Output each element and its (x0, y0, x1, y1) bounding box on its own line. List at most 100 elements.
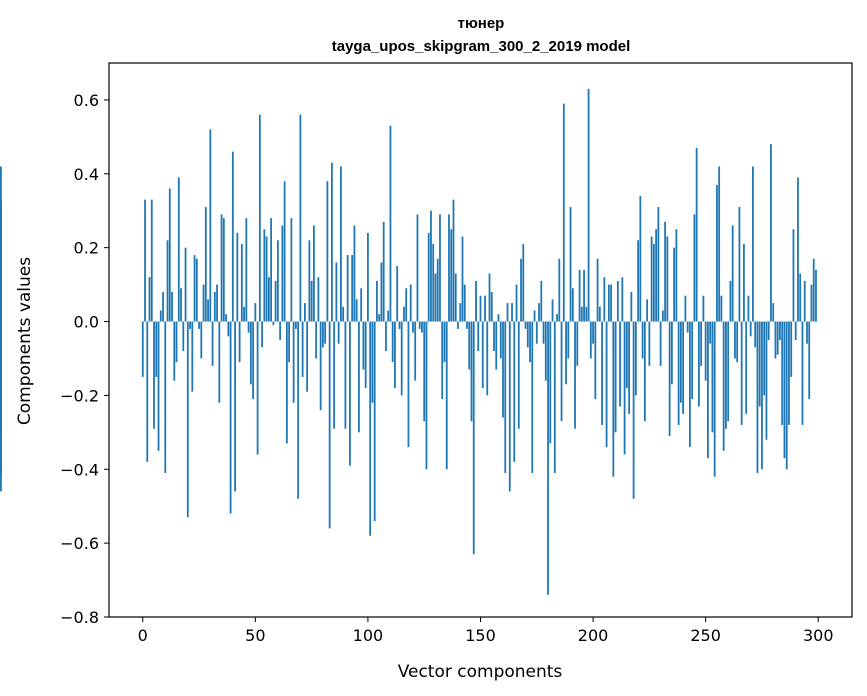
x-tick-label: 150 (465, 626, 496, 645)
bar (569, 207, 572, 322)
bar (493, 321, 495, 352)
bar (360, 288, 363, 322)
bar (398, 321, 401, 329)
bar (549, 321, 552, 444)
bar (182, 321, 185, 352)
bar (673, 247, 676, 322)
bar (504, 321, 507, 473)
bar (312, 225, 315, 322)
bar (0, 269, 2, 322)
bar (702, 295, 705, 322)
bar (648, 321, 651, 366)
bar (776, 321, 779, 355)
bar (481, 321, 484, 389)
bar (770, 144, 772, 322)
bar (222, 218, 225, 322)
bar (745, 321, 748, 414)
bar (675, 229, 678, 322)
bar (285, 321, 288, 444)
bar (463, 284, 466, 322)
bar (524, 321, 527, 329)
bar (810, 284, 813, 322)
bar (605, 321, 608, 448)
bar (299, 114, 302, 322)
bar (661, 310, 664, 322)
bar (641, 321, 644, 359)
bar (213, 291, 216, 322)
bar (387, 310, 390, 322)
bar (195, 258, 198, 322)
bar (340, 166, 342, 322)
bar (207, 299, 209, 322)
y-tick-label: 0.0 (74, 313, 99, 332)
bar (180, 288, 182, 322)
y-tick-label: −0.4 (60, 460, 99, 479)
bar (767, 321, 770, 340)
bar (698, 321, 700, 407)
x-axis-ticks: 0 50 100 150 200 250 300 (138, 617, 834, 645)
y-tick-label: −0.2 (60, 386, 99, 405)
bar (324, 321, 327, 344)
bar (164, 321, 167, 473)
bar (436, 258, 439, 322)
y-tick-label: 0.4 (74, 165, 99, 184)
bar (175, 321, 178, 363)
bar (788, 321, 790, 425)
bar (495, 321, 498, 370)
bar (576, 321, 579, 366)
bar (718, 166, 721, 322)
bar (704, 321, 707, 381)
bar (247, 321, 250, 333)
bar (571, 288, 574, 322)
bar (652, 243, 655, 322)
bar (574, 321, 576, 429)
bar (412, 321, 414, 333)
bar (254, 303, 257, 322)
bar (725, 321, 727, 429)
bar (610, 284, 612, 322)
bar (166, 240, 169, 322)
bar (792, 229, 795, 322)
bar (621, 277, 624, 322)
x-axis-label: Vector components (398, 662, 563, 682)
bar (294, 321, 297, 329)
bar (736, 321, 739, 363)
bar (812, 258, 815, 322)
bar (146, 321, 149, 462)
plot-frame (108, 62, 853, 618)
bar (351, 255, 354, 322)
bar (454, 273, 457, 322)
bar (729, 280, 732, 322)
bar (443, 321, 446, 363)
bar (148, 277, 151, 322)
y-tick-label: 0.2 (74, 239, 99, 258)
y-tick-label: 0.6 (74, 91, 99, 110)
bar (335, 262, 338, 322)
bar (713, 321, 716, 477)
x-tick-label: 100 (353, 626, 384, 645)
bar (177, 177, 180, 322)
bars-group (0, 88, 817, 595)
bar (252, 321, 254, 400)
bar (425, 321, 428, 470)
bar (490, 291, 493, 322)
bar (342, 306, 345, 322)
bar (220, 214, 223, 322)
bar (141, 321, 144, 377)
bar (637, 240, 640, 322)
bar (155, 321, 158, 377)
bar (682, 321, 685, 414)
bar (709, 321, 712, 344)
y-axis-label: Components values (15, 257, 35, 425)
bar (774, 321, 777, 359)
bar (522, 243, 525, 322)
bar (297, 321, 300, 499)
bar (565, 321, 567, 385)
bar (225, 314, 227, 322)
bar (306, 321, 309, 392)
bar (288, 321, 291, 363)
bar (502, 321, 504, 418)
bar (376, 280, 378, 322)
bar (603, 277, 606, 322)
bar (466, 321, 468, 329)
